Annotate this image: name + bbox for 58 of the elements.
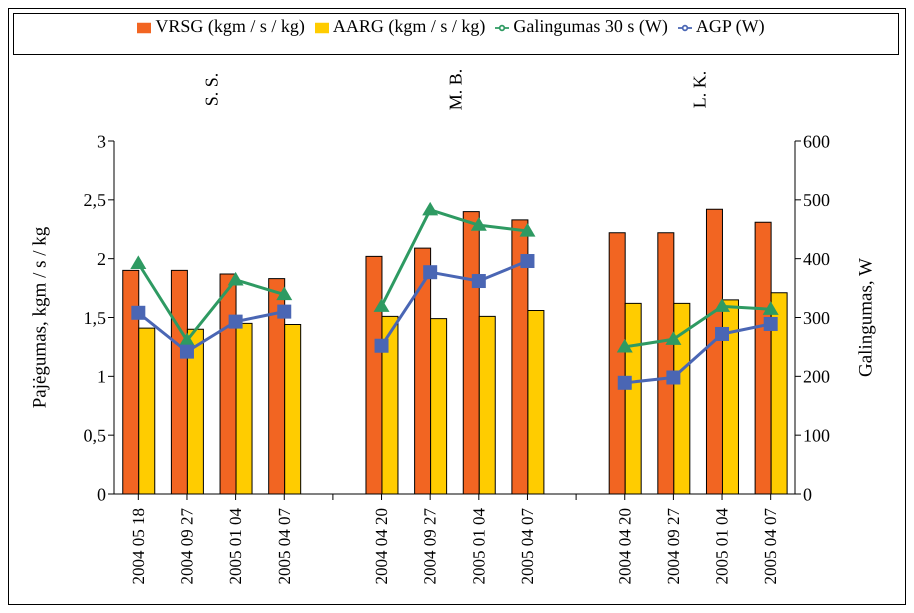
point <box>714 298 730 312</box>
y-tick-label: 3 <box>97 131 106 152</box>
y2-tick-label: 200 <box>803 366 830 387</box>
point <box>422 202 438 216</box>
x-tick-label: 2004 04 20 <box>372 508 392 584</box>
y2-tick-label: 500 <box>803 190 830 210</box>
point <box>423 265 438 280</box>
y2-tick-label: 400 <box>803 249 830 270</box>
x-tick-label: 2005 04 07 <box>518 508 537 584</box>
point <box>276 286 292 300</box>
point <box>180 344 194 359</box>
text: M. B. <box>444 68 466 110</box>
y-tick-label: 1 <box>97 366 106 387</box>
y-tick-label: 1,5 <box>84 308 106 328</box>
x-tick-label: 2005 04 07 <box>761 508 780 584</box>
x-tick-label: 2004 09 27 <box>177 508 196 584</box>
y-tick-label: 0,5 <box>84 426 106 446</box>
point <box>762 301 779 315</box>
point <box>131 306 146 320</box>
point <box>374 298 390 312</box>
y-axis-title: Pajėgumas, kgm / s / kg <box>30 226 51 408</box>
legend-label: AGP (W) <box>696 16 765 36</box>
x-tick-label: 2004 05 18 <box>128 508 148 584</box>
x-tick-label: 2004 09 27 <box>664 508 683 584</box>
x-tick-label: 2004 04 20 <box>615 508 634 584</box>
point <box>616 338 633 353</box>
legend-label: AARG (kgm / s / kg) <box>332 16 486 36</box>
point <box>715 326 730 341</box>
x-tick-label: 2005 01 04 <box>712 508 732 584</box>
text: L. K. <box>688 70 710 108</box>
text: S. S. <box>201 72 222 106</box>
point <box>228 272 244 286</box>
x-tick-label: 2004 09 27 <box>420 508 440 584</box>
y2-tick-label: 100 <box>803 426 830 446</box>
point <box>228 314 243 329</box>
point <box>666 370 680 385</box>
legend-label: Galingumas 30 s (W) <box>513 16 668 36</box>
y2-tick-label: 0 <box>803 484 812 504</box>
y2-axis-title: Galingumas, W <box>856 258 877 377</box>
point <box>472 274 486 288</box>
point <box>665 331 682 345</box>
x-tick-label: 2005 01 04 <box>226 508 246 584</box>
y2-tick-label: 600 <box>803 131 830 152</box>
point <box>520 254 534 268</box>
point <box>130 255 146 269</box>
y-tick-label: 2 <box>97 249 106 270</box>
point <box>519 223 536 237</box>
x-tick-label: 2005 01 04 <box>469 508 488 584</box>
y-tick-label: 2,5 <box>84 190 106 210</box>
x-tick-label: 2005 04 07 <box>274 508 294 584</box>
point <box>764 316 778 331</box>
point <box>470 217 487 231</box>
point <box>618 376 632 390</box>
legend-label: VRSG (kgm / s / kg) <box>155 16 305 36</box>
point <box>374 338 389 353</box>
y-tick-label: 0 <box>97 484 106 504</box>
y2-tick-label: 300 <box>803 308 830 328</box>
point <box>277 304 292 319</box>
